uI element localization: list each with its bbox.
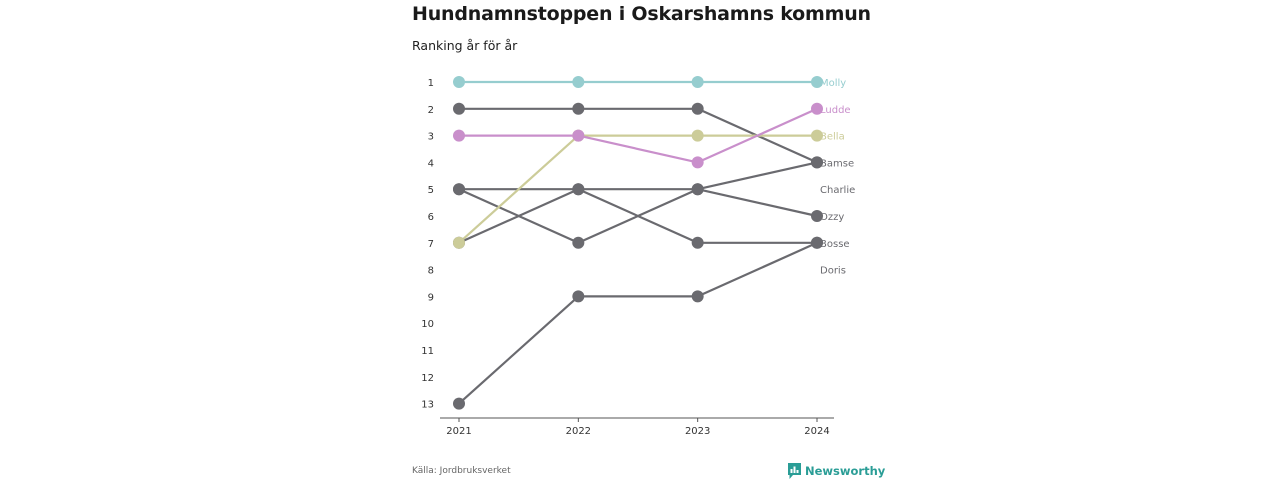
chart-subtitle: Ranking år för år (412, 38, 518, 53)
series-point-molly (572, 76, 585, 88)
x-tick-label: 2024 (804, 426, 829, 437)
series-point-bosse (572, 236, 585, 249)
series-point-ludde (453, 129, 465, 142)
series-point-bosse (453, 183, 465, 196)
y-tick-label: 8 (428, 266, 434, 277)
series-end-labels: Molly Ludde Bella Bamse Charlie Ozzy Bosse Dori… (820, 78, 855, 277)
x-tick-label: 2021 (446, 426, 471, 437)
end-label-molly: Molly (820, 78, 846, 89)
y-tick-label: 12 (421, 373, 434, 384)
source-note: Källa: Jordbruksverket (412, 466, 511, 476)
series-point-bosse (691, 183, 704, 196)
series-point-bamse (453, 102, 465, 115)
y-tick-label: 10 (421, 319, 434, 330)
y-tick-label: 6 (428, 212, 434, 223)
series-points (453, 76, 823, 410)
series-point-ozzy (811, 210, 823, 222)
end-label-bosse: Bosse (820, 239, 850, 250)
end-label-ludde: Ludde (820, 105, 851, 116)
series-point-molly (453, 76, 465, 88)
series-point-unnamed (691, 290, 704, 303)
series-point-ludde (811, 102, 823, 115)
series-point-bamse (691, 102, 704, 115)
brand-logo[interactable]: Newsworthy (788, 463, 885, 479)
series-line-bosse (458, 161, 818, 244)
series-point-ludde (691, 156, 704, 169)
series-lines-highlight (458, 80, 818, 244)
series-line-ludde (459, 107, 818, 164)
series-point-ludde (572, 129, 585, 142)
series-point-bosse (811, 156, 823, 169)
end-label-bella: Bella (820, 132, 845, 143)
series-line-doris (458, 188, 817, 244)
series-point-molly (691, 76, 704, 88)
end-label-bamse: Bamse (820, 158, 854, 169)
y-tick-label: 5 (428, 185, 434, 196)
y-tick-label: 4 (428, 158, 434, 169)
y-tick-label: 13 (421, 400, 434, 411)
y-tick-label: 3 (428, 132, 434, 143)
series-lines-background (458, 107, 818, 405)
series-line-unnamed (458, 241, 818, 405)
y-tick-label: 7 (428, 239, 434, 250)
end-label-charlie: Charlie (820, 185, 855, 196)
x-axis-ticks: 2021 2022 2023 2024 (446, 418, 830, 437)
y-tick-label: 9 (428, 292, 434, 303)
series-point-unnamed (811, 236, 823, 249)
y-tick-label: 2 (428, 105, 434, 116)
series-point-doris (691, 236, 704, 249)
series-point-molly (811, 76, 823, 88)
y-tick-label: 1 (428, 78, 434, 89)
series-point-bamse (572, 102, 585, 115)
series-point-bella (453, 236, 465, 249)
brand-name: Newsworthy (805, 464, 886, 478)
series-point-unnamed (453, 397, 465, 410)
series-point-bella (811, 129, 823, 142)
newsworthy-logo-icon (788, 463, 801, 479)
end-label-doris: Doris (820, 266, 846, 277)
series-point-bella (691, 129, 704, 142)
y-tick-label: 11 (421, 346, 434, 357)
chart-title: Hundnamnstoppen i Oskarshamns kommun (412, 3, 871, 25)
series-point-unnamed (572, 290, 585, 303)
end-label-ozzy: Ozzy (820, 212, 844, 223)
series-point-doris (572, 183, 585, 196)
x-tick-label: 2022 (566, 426, 591, 437)
x-tick-label: 2023 (685, 426, 710, 437)
